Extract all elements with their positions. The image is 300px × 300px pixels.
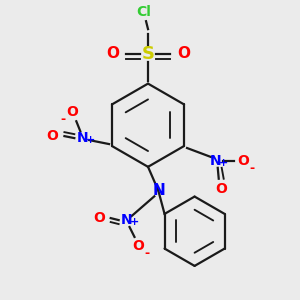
Text: +: +	[85, 135, 95, 145]
Text: O: O	[215, 182, 226, 196]
Text: S: S	[142, 45, 154, 63]
Text: +: +	[219, 158, 228, 168]
Text: O: O	[106, 46, 119, 62]
Text: N: N	[121, 213, 132, 227]
Text: O: O	[133, 239, 144, 253]
Text: O: O	[238, 154, 249, 168]
Text: -: -	[250, 162, 255, 175]
Text: -: -	[145, 247, 150, 260]
Text: O: O	[177, 46, 190, 62]
Text: N: N	[76, 131, 88, 145]
Text: O: O	[66, 105, 78, 119]
Text: -: -	[60, 113, 65, 126]
Text: N: N	[210, 154, 222, 168]
Text: N: N	[153, 183, 166, 198]
Text: O: O	[93, 211, 105, 225]
Text: O: O	[46, 129, 58, 143]
Text: +: +	[130, 217, 139, 227]
Text: Cl: Cl	[136, 5, 152, 19]
